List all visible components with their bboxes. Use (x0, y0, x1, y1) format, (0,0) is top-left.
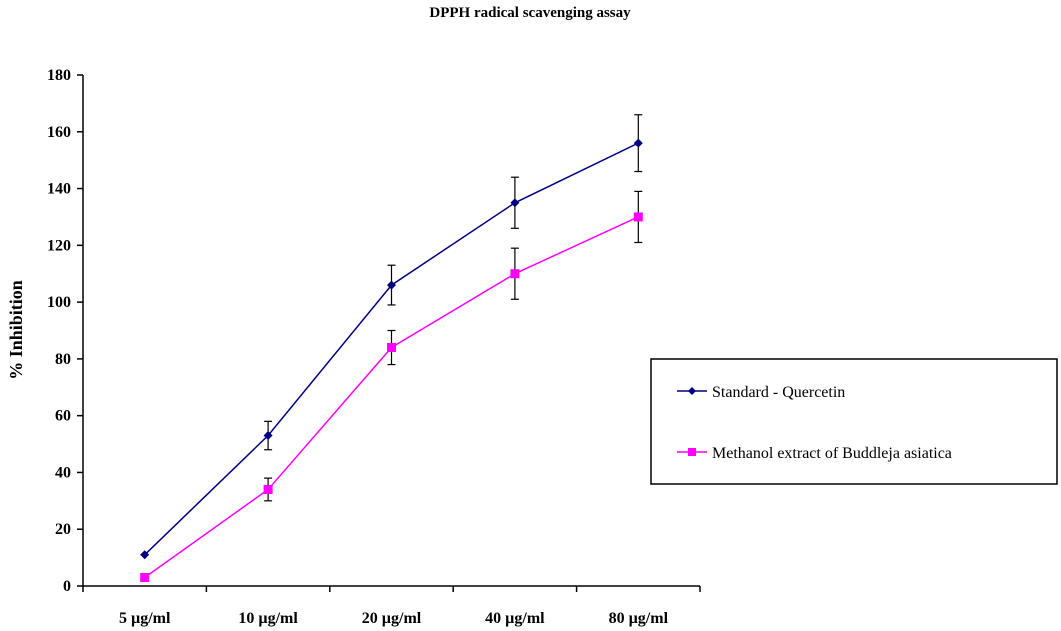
y-tick-label: 40 (55, 464, 71, 481)
data-point-diamond (387, 280, 396, 290)
y-tick-label: 180 (47, 67, 71, 84)
series-0 (140, 114, 643, 560)
x-axis-ticks: 5 µg/ml 10 µg/ml 20 µg/ml 40 µg/ml 80 µg/ml (82, 586, 701, 627)
data-point-diamond (263, 431, 273, 441)
x-tick-label: 10 µg/ml (238, 610, 298, 627)
y-tick-label: 0 (63, 578, 71, 595)
data-point-diamond (633, 138, 643, 148)
y-tick-label: 60 (55, 408, 71, 425)
legend-entry-methanol-extract: Methanol extract of Buddleja asiatica (677, 445, 952, 462)
y-tick-label: 140 (47, 181, 71, 198)
data-point-square (510, 269, 520, 279)
legend-entry-standard-quercetin: Standard - Quercetin (677, 384, 845, 401)
legend-marker-diamond (688, 387, 696, 395)
y-tick-label: 20 (55, 521, 71, 538)
data-point-square (140, 572, 150, 582)
series-1 (140, 190, 643, 582)
y-axis-ticks: 0 20 40 60 80 100 120 140 160 180 (47, 67, 83, 595)
data-point-diamond (510, 198, 520, 208)
x-tick-label: 20 µg/ml (362, 610, 422, 627)
chart-title: DPPH radical scavenging assay (429, 5, 631, 21)
y-tick-label: 100 (47, 294, 71, 311)
data-point-square (633, 212, 643, 222)
y-tick-label: 160 (47, 124, 71, 141)
data-point-diamond (140, 550, 150, 560)
legend-label-extract: Methanol extract of Buddleja asiatica (712, 445, 952, 462)
series-layer (140, 114, 643, 582)
data-point-square (387, 343, 396, 353)
data-point-square (263, 484, 273, 494)
y-tick-label: 80 (55, 351, 71, 368)
legend-label-standard: Standard - Quercetin (712, 384, 845, 401)
legend-marker-square (688, 448, 696, 456)
x-tick-label: 40 µg/ml (485, 610, 545, 627)
x-tick-label: 80 µg/ml (609, 610, 669, 627)
legend-box (650, 358, 1058, 485)
legend: Standard - Quercetin Methanol extract of… (650, 358, 1058, 485)
y-axis-title: % Inhibition (6, 280, 26, 380)
y-tick-label: 120 (47, 237, 71, 254)
plot-area: 0 20 40 60 80 100 120 140 160 180 5 µg/ml 10 µg/ml… (47, 67, 701, 627)
x-tick-label: 5 µg/ml (119, 610, 171, 627)
